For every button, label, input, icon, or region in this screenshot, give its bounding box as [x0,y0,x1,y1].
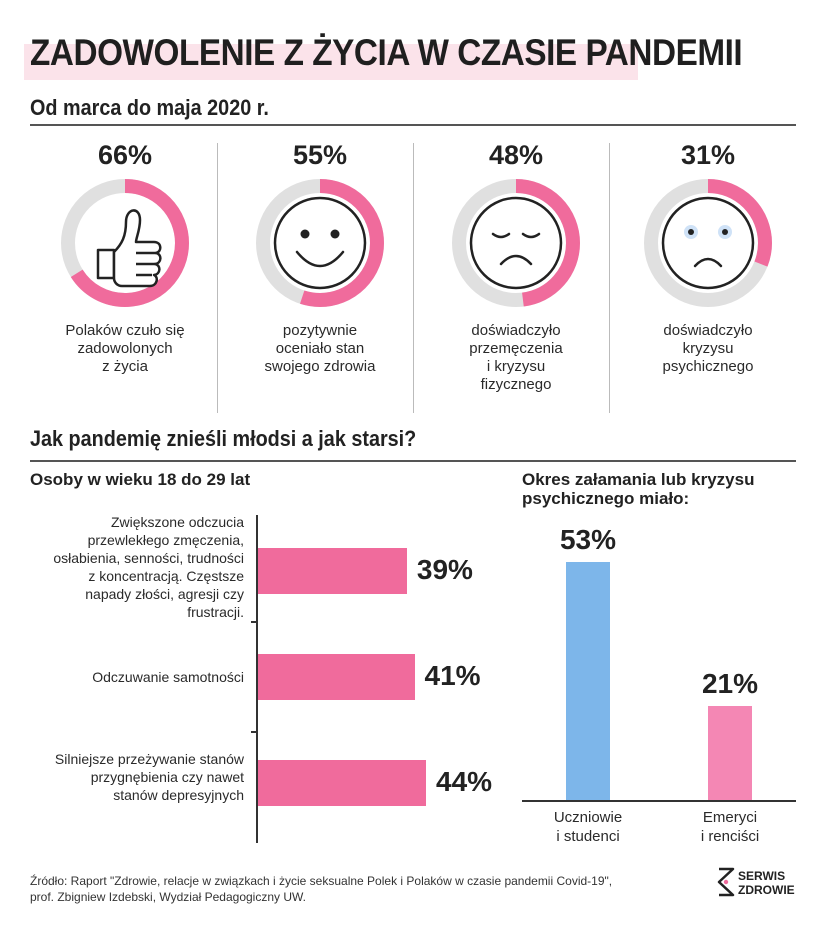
right-chart-subtitle: Okres załamania lub kryzysu psychicznego… [522,470,755,508]
left-chart-subtitle: Osoby w wieku 18 do 29 lat [30,470,251,489]
title-highlight [24,44,638,80]
vbar-value-label: 21% [701,667,759,699]
page-title: ZADOWOLENIE Z ŻYCIA W CZASIE PANDEMII [30,32,743,73]
stat-percent: 48% [488,140,544,170]
stat-card-2: 55% pozytywnie oceniało stan swojego zdr… [225,138,415,376]
vbar [566,562,610,800]
vbar-value-label: 53% [559,524,617,555]
worried-face-icon [661,196,755,290]
vbar [708,705,752,800]
stat-percent: 31% [680,140,736,170]
stat-card-4: 31% doświadczyło kryzysu psychicznego [613,138,803,376]
vbar-category-label: Uczniowie i studenci [553,809,623,845]
axis-tick [251,621,257,623]
hbar-value-label: 41% [424,660,481,691]
divider-middle [30,460,796,462]
section-title: Jak pandemię znieśli młodsi a jak starsi… [30,426,417,451]
stat-card-3: 48% doświadczyło przemęczenia i kryzysu … [421,138,611,394]
hbar-value-label: 39% [416,554,473,585]
hbar [258,654,415,700]
column-divider [609,143,610,413]
hbar-value-label: 44% [436,766,493,797]
stat-percent: 55% [292,140,348,170]
hbar-category-label: Odczuwanie samotności [92,669,244,685]
logo-mark-icon [717,867,735,897]
column-divider [217,143,218,413]
chart-axis [256,515,258,843]
donut-ring [644,179,772,307]
smiley-face-icon [273,196,367,290]
stat-description: doświadczyło kryzysu psychicznego [662,322,754,375]
hbar-category-label: Zwiększone odczucia przewlekłego zmęczen… [53,514,244,620]
logo-text: SERWIS ZDROWIE [738,869,795,897]
sad-tired-face-icon [469,196,563,290]
stat-description: Polaków czuło się zadowolonych z życia [65,322,185,375]
donut-ring [256,179,384,307]
divider-top [30,124,796,126]
stat-percent: 66% [97,140,153,170]
column-divider [413,143,414,413]
chart-baseline [522,800,796,802]
vbar-category-label: Emeryci i renciści [700,809,760,845]
donut-ring [61,179,189,307]
hbar [258,760,426,806]
page-subtitle: Od marca do maja 2020 r. [30,95,269,120]
hbar-category-label: Silniejsze przeżywanie stanów przygnębie… [54,751,244,803]
stat-description: pozytywnie oceniało stan swojego zdrowia [264,322,376,375]
source-note: Źródło: Raport "Zdrowie, relacje w związ… [30,874,613,904]
serwis-zdrowie-logo: SERWIS ZDROWIE [716,866,806,900]
thumbs-up-icon [96,209,162,288]
axis-tick [251,731,257,733]
stat-card-1: 66% Polaków czuło się zadowolonych z życ… [30,138,220,376]
donut-ring [452,179,580,307]
stat-description: doświadczyło przemęczenia i kryzysu fizy… [469,322,563,393]
hbar [258,548,407,594]
